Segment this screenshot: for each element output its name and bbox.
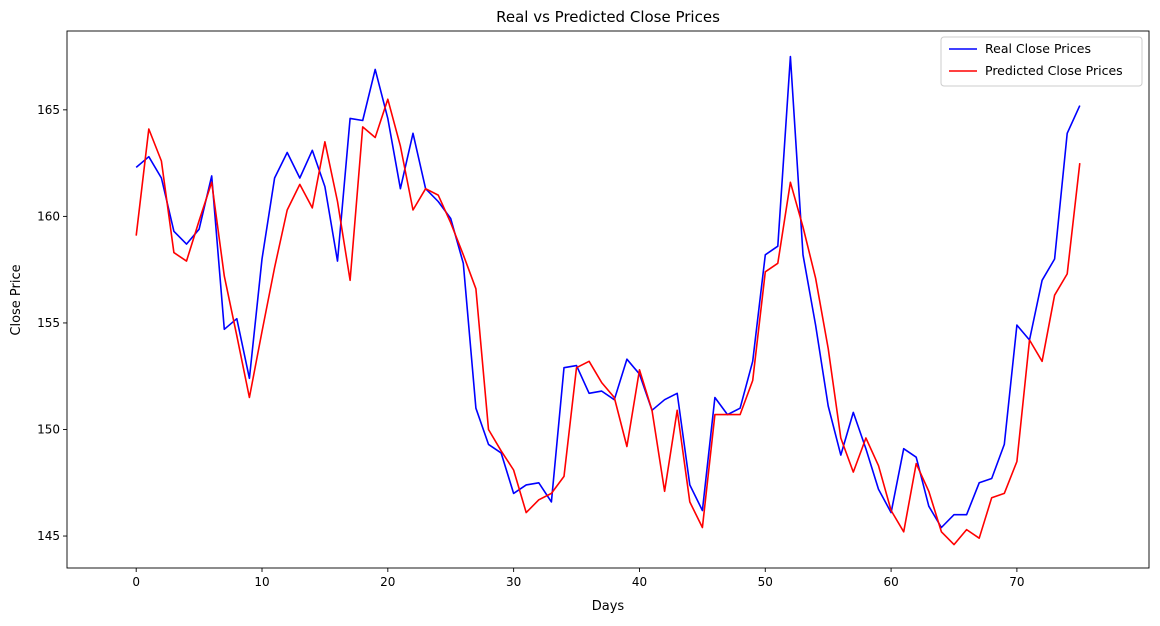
x-axis-label: Days: [592, 599, 625, 614]
y-tick-label: 160: [37, 209, 60, 223]
y-tick-label: 145: [37, 529, 60, 543]
legend-label: Predicted Close Prices: [985, 63, 1123, 78]
x-axis: 0 10 20 30 40 50 60 70: [132, 568, 1025, 589]
x-tick-label: 40: [632, 575, 647, 589]
y-tick-label: 155: [37, 316, 60, 330]
y-axis: 145 150 155 160 165: [37, 103, 67, 543]
x-tick-label: 70: [1009, 575, 1024, 589]
legend-box: [940, 36, 1143, 87]
legend-label: Real Close Prices: [985, 41, 1091, 56]
y-tick-label: 150: [37, 422, 60, 436]
plot-frame: [66, 30, 1150, 569]
x-tick-label: 10: [254, 575, 269, 589]
x-tick-label: 60: [883, 575, 898, 589]
series-line-predicted: [135, 98, 1081, 546]
x-tick-label: 0: [132, 575, 140, 589]
legend: Real Close Prices Predicted Close Prices: [940, 36, 1143, 87]
x-tick-label: 30: [506, 575, 521, 589]
x-tick-label: 20: [380, 575, 395, 589]
y-tick-label: 165: [37, 103, 60, 117]
series-line-real: [135, 55, 1081, 529]
chart-title: Real vs Predicted Close Prices: [496, 8, 720, 26]
y-axis-label: Close Price: [9, 264, 24, 335]
x-tick-label: 50: [758, 575, 773, 589]
plot-area: [66, 30, 1150, 569]
